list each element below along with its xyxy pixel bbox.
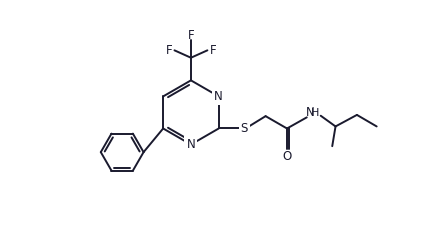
Text: F: F [210,44,217,57]
Text: S: S [241,122,248,135]
Text: N: N [187,138,195,151]
Text: N: N [306,106,314,119]
Text: O: O [283,150,291,163]
Text: F: F [165,44,172,57]
Text: N: N [214,90,223,103]
Text: H: H [311,108,319,118]
Text: F: F [188,29,194,42]
